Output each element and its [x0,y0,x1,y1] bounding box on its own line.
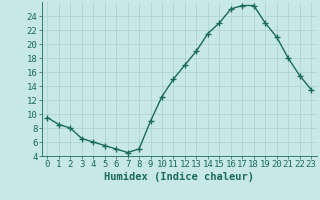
X-axis label: Humidex (Indice chaleur): Humidex (Indice chaleur) [104,172,254,182]
